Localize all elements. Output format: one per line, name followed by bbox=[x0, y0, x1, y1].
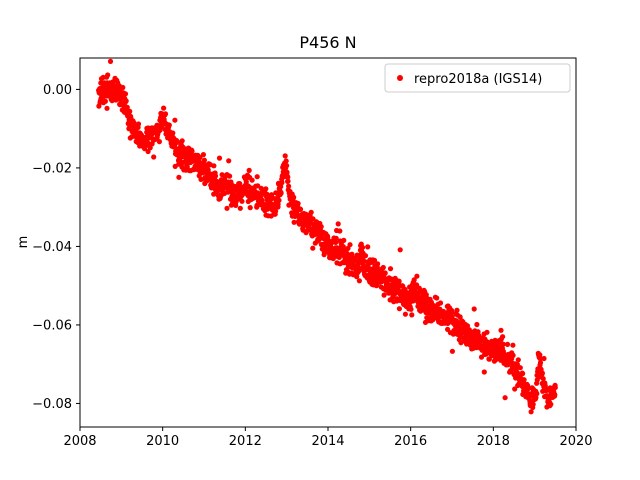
chart-title: P456 N bbox=[299, 33, 356, 52]
y-axis-ticks: 0.00 −0.02 −0.04 −0.06 −0.08 bbox=[32, 83, 80, 412]
y-tick-label: −0.06 bbox=[32, 318, 72, 333]
x-tick-label: 2020 bbox=[559, 434, 592, 449]
legend-marker-dot-icon bbox=[397, 75, 403, 81]
axes-spines bbox=[79, 57, 577, 428]
x-tick-label: 2018 bbox=[477, 434, 510, 449]
y-axis-label: m bbox=[16, 236, 31, 249]
x-tick-label: 2014 bbox=[311, 434, 344, 449]
y-tick-label: −0.04 bbox=[32, 240, 72, 255]
x-axis-ticks: 2008 2010 2012 2014 2016 2018 2020 bbox=[63, 427, 593, 449]
legend-box bbox=[384, 63, 571, 93]
x-tick-label: 2008 bbox=[63, 434, 96, 449]
x-tick-label: 2010 bbox=[146, 434, 179, 449]
y-tick-label: −0.02 bbox=[32, 161, 72, 176]
scatter-points-series-repro2018a bbox=[96, 58, 558, 415]
y-tick-label: 0.00 bbox=[43, 83, 72, 98]
legend-entry-label: repro2018a (IGS14) bbox=[414, 72, 542, 87]
legend: repro2018a (IGS14) bbox=[384, 63, 571, 93]
y-tick-label: −0.08 bbox=[32, 397, 72, 412]
x-tick-label: 2012 bbox=[229, 434, 262, 449]
x-tick-label: 2016 bbox=[394, 434, 427, 449]
